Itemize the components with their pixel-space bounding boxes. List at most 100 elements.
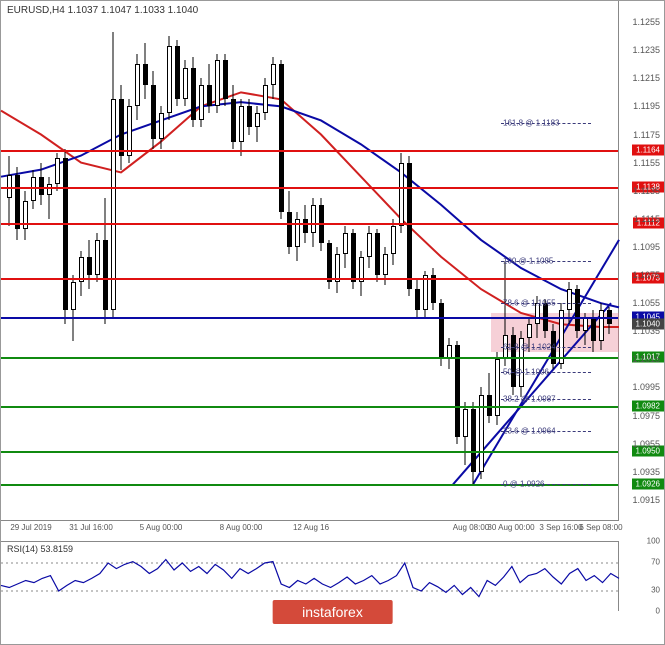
candle [143,1,148,521]
candle [479,1,484,521]
candle [7,1,12,521]
level-line [1,357,618,359]
candle [255,1,260,521]
y-tick: 1.1255 [632,17,660,27]
level-line [1,317,618,319]
candle [319,1,324,521]
candle [351,1,356,521]
candle [383,1,388,521]
candle [367,1,372,521]
y-tick: 1.1235 [632,45,660,55]
rsi-y-axis: 03070100 [618,541,664,611]
candle [599,1,604,521]
candle [279,1,284,521]
candle [591,1,596,521]
level-line [1,150,618,152]
candle [311,1,316,521]
candle [295,1,300,521]
y-tick: 1.0915 [632,495,660,505]
candle [399,1,404,521]
candle [87,1,92,521]
candle [135,1,140,521]
y-tick: 1.1075 [632,270,660,280]
fib-label: 61.8 @ 1.1024 [503,342,556,351]
candle [55,1,60,521]
candle [247,1,252,521]
candle [447,1,452,521]
y-tick: 1.1135 [633,186,660,196]
rsi-ytick: 0 [656,607,660,616]
candle [471,1,476,521]
x-tick: 30 Aug 00:00 [487,523,534,532]
fib-label: 161.8 @ 1.1183 [503,119,559,128]
y-tick: 1.1195 [633,101,660,111]
chart-title: EURUSD,H4 1.1037 1.1047 1.1033 1.1040 [7,5,198,16]
y-tick: 1.1155 [633,158,660,168]
y-tick: 1.1055 [632,298,660,308]
candle [607,1,612,521]
candle [335,1,340,521]
y-tick: 1.0975 [632,411,660,421]
candle [303,1,308,521]
candle [111,1,116,521]
fib-label: 23.6 @ 1.0964 [503,427,556,436]
level-line [1,187,618,189]
candle [183,1,188,521]
x-tick: 5 Aug 00:00 [140,523,183,532]
candle [39,1,44,521]
y-tick: 1.1035 [632,326,660,336]
fib-label: 100 @ 1.1085 [503,257,553,266]
candle [271,1,276,521]
rsi-ytick: 30 [651,586,660,595]
candle [159,1,164,521]
candle [63,1,68,521]
candle [103,1,108,521]
candle [263,1,268,521]
y-tick: 1.1095 [632,242,660,252]
fib-label: 38.2 @ 1.0987 [503,394,556,403]
candle [15,1,20,521]
candle [359,1,364,521]
fib-label: 0 @ 1.0926 [503,480,544,489]
candle [175,1,180,521]
y-tick: 1.0955 [632,439,660,449]
candle [327,1,332,521]
watermark: instaforex [272,600,393,624]
fib-label: 78.6 @ 1.1055 [503,299,556,308]
candle [191,1,196,521]
level-line [1,223,618,225]
candle [71,1,76,521]
level-line [1,406,618,408]
candle [47,1,52,521]
candle [239,1,244,521]
candle [79,1,84,521]
y-tick: 1.1215 [632,73,660,83]
x-tick: 3 Sep 16:00 [539,523,582,532]
x-tick: 8 Aug 00:00 [220,523,263,532]
candle [199,1,204,521]
x-tick: 12 Aug 16 [293,523,329,532]
candle [463,1,468,521]
rsi-ytick: 70 [651,558,660,567]
candle [151,1,156,521]
candle [343,1,348,521]
x-tick: 29 Jul 2019 [10,523,51,532]
price-chart[interactable]: EURUSD,H4 1.1037 1.1047 1.1033 1.1040 1.… [1,1,619,521]
fib-label: 50 @ 1.1006 [503,368,549,377]
x-axis: 29 Jul 201931 Jul 16:005 Aug 00:008 Aug … [1,521,619,539]
candle [223,1,228,521]
x-tick: Aug 08:00 [453,523,489,532]
candle [487,1,492,521]
candle [31,1,36,521]
candle [127,1,132,521]
candle [423,1,428,521]
x-tick: 6 Sep 08:00 [579,523,622,532]
y-tick: 1.1175 [633,130,660,140]
y-tick: 1.1015 [632,354,660,364]
candle [431,1,436,521]
candle [495,1,500,521]
y-tick: 1.0935 [632,467,660,477]
candle [287,1,292,521]
candle [215,1,220,521]
candle [407,1,412,521]
